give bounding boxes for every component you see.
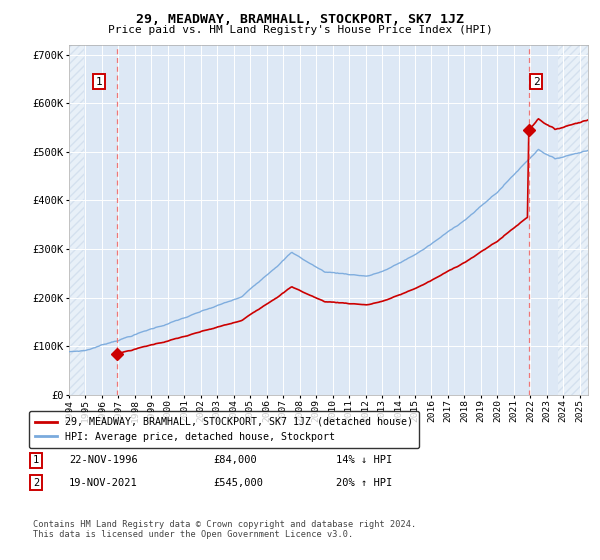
Text: £84,000: £84,000: [213, 455, 257, 465]
Text: 20% ↑ HPI: 20% ↑ HPI: [336, 478, 392, 488]
Legend: 29, MEADWAY, BRAMHALL, STOCKPORT, SK7 1JZ (detached house), HPI: Average price, : 29, MEADWAY, BRAMHALL, STOCKPORT, SK7 1J…: [29, 411, 419, 447]
Text: 29, MEADWAY, BRAMHALL, STOCKPORT, SK7 1JZ: 29, MEADWAY, BRAMHALL, STOCKPORT, SK7 1J…: [136, 13, 464, 26]
Text: Contains HM Land Registry data © Crown copyright and database right 2024.
This d: Contains HM Land Registry data © Crown c…: [33, 520, 416, 539]
Text: 1: 1: [33, 455, 39, 465]
Text: 19-NOV-2021: 19-NOV-2021: [69, 478, 138, 488]
Text: £545,000: £545,000: [213, 478, 263, 488]
Text: 22-NOV-1996: 22-NOV-1996: [69, 455, 138, 465]
Text: 14% ↓ HPI: 14% ↓ HPI: [336, 455, 392, 465]
Text: 2: 2: [533, 77, 539, 87]
Text: Price paid vs. HM Land Registry's House Price Index (HPI): Price paid vs. HM Land Registry's House …: [107, 25, 493, 35]
Text: 2: 2: [33, 478, 39, 488]
Text: 1: 1: [95, 77, 102, 87]
